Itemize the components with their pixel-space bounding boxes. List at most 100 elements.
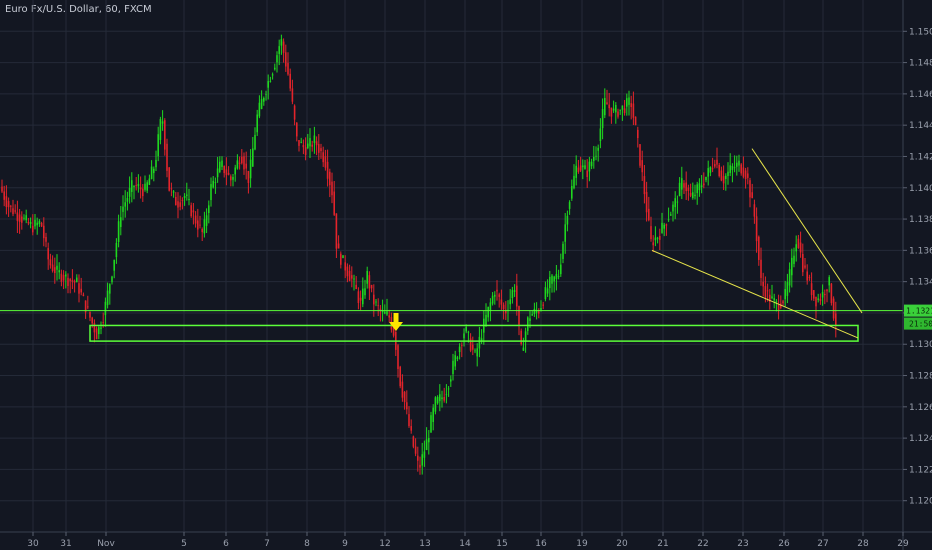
candle-body xyxy=(280,39,283,46)
candle-body xyxy=(401,381,404,398)
grid xyxy=(0,0,904,532)
candle-body xyxy=(146,182,148,191)
support-zone-box[interactable] xyxy=(89,324,859,342)
candle-body xyxy=(170,188,173,190)
candle-body xyxy=(439,394,441,402)
candle-body xyxy=(804,265,806,268)
candle-body xyxy=(56,265,58,270)
candle-body xyxy=(604,97,606,116)
candle-body xyxy=(192,210,195,213)
candle-body xyxy=(784,289,786,300)
wedge-lower-trendline[interactable] xyxy=(651,249,859,339)
price-tick-label: 1.12600 xyxy=(909,403,932,413)
candle-body xyxy=(159,119,162,140)
candle-body xyxy=(3,191,5,200)
candle-body xyxy=(135,185,137,187)
candle-body xyxy=(659,235,661,240)
candle-body xyxy=(221,160,223,167)
time-tick-label: 21 xyxy=(657,539,668,549)
time-tick-label: 8 xyxy=(304,539,310,549)
candle-body xyxy=(65,274,67,277)
candle-body xyxy=(254,134,256,150)
candle-body xyxy=(366,270,368,284)
time-axis[interactable]: 30 31 Nov 5 6 7 8 9 12 13 14 15 16 19 20 21 22 23 26 27 28 29 xyxy=(0,531,932,549)
candle-body xyxy=(23,217,25,219)
candle-body xyxy=(278,46,280,54)
candle-body xyxy=(434,397,437,412)
candle-body xyxy=(824,293,826,296)
candle-body xyxy=(652,242,654,246)
candle-body xyxy=(34,219,36,227)
candle-body xyxy=(155,159,157,168)
candle-body xyxy=(340,253,342,265)
candle-body xyxy=(744,170,747,179)
time-tick-label: 31 xyxy=(60,539,71,549)
candle-body xyxy=(249,159,252,179)
candle-body xyxy=(311,144,313,147)
candle-body xyxy=(617,111,619,117)
candle-body xyxy=(788,269,791,286)
candle-body xyxy=(615,104,617,113)
candle-body xyxy=(432,407,434,423)
candle-body xyxy=(175,196,177,206)
candle-body xyxy=(751,192,753,199)
candle-body xyxy=(516,285,518,307)
candle-body xyxy=(654,237,657,241)
candle-body xyxy=(289,73,291,89)
candle-body xyxy=(40,222,43,227)
candle-body xyxy=(258,102,261,117)
arrow-down-icon[interactable] xyxy=(389,313,403,331)
candle-body xyxy=(678,182,681,197)
candle-body xyxy=(285,52,287,67)
candle-body xyxy=(117,221,120,243)
candle-body xyxy=(346,266,349,277)
candle-body xyxy=(428,438,430,443)
candle-body xyxy=(621,105,624,110)
candle-body xyxy=(403,391,406,403)
candle-body xyxy=(71,280,74,282)
candle-body xyxy=(707,168,709,177)
time-tick-label: 27 xyxy=(817,539,828,549)
candle-body xyxy=(142,188,144,197)
candle-body xyxy=(194,215,197,224)
candle-body xyxy=(32,225,34,233)
candle-body xyxy=(540,307,542,310)
candle-body xyxy=(421,454,423,466)
candle-body xyxy=(102,322,104,323)
candle-body xyxy=(747,173,749,178)
candle-body xyxy=(674,198,676,208)
candle-body xyxy=(104,301,107,316)
price-axis[interactable]: 1.15000 1.14800 1.14600 1.14400 1.14200 1.140… xyxy=(902,0,932,550)
candle-body xyxy=(168,167,170,191)
candle-body xyxy=(122,206,124,212)
candle-body xyxy=(313,135,316,143)
candle-body xyxy=(709,167,712,173)
candle-body xyxy=(498,294,500,297)
candle-body xyxy=(555,274,558,279)
candle-body xyxy=(612,108,615,111)
candle-body xyxy=(590,161,593,167)
candle-body xyxy=(425,439,428,451)
candle-body xyxy=(762,281,764,287)
arrow-down-icon-shape xyxy=(389,313,403,331)
candle-body xyxy=(381,310,384,313)
candle-body xyxy=(7,201,10,208)
candle-body xyxy=(414,446,417,454)
candle-body xyxy=(238,162,241,164)
candle-body xyxy=(373,294,375,305)
candle-body xyxy=(529,318,531,322)
wedge-upper-trendline[interactable] xyxy=(751,148,863,314)
current-price-badge: 1.13215 xyxy=(904,304,932,317)
candle-body xyxy=(232,177,234,180)
candle-body xyxy=(546,288,549,294)
chart-title: Euro Fx/U.S. Dollar, 60, FXCM xyxy=(5,4,152,15)
candle-body xyxy=(509,299,511,305)
candle-body xyxy=(639,144,641,166)
price-tick-label: 1.15000 xyxy=(909,27,932,37)
candle-body xyxy=(810,283,813,295)
drawings[interactable] xyxy=(0,148,903,342)
candle-body xyxy=(67,277,69,286)
candle-body xyxy=(606,102,608,105)
countdown-badge: 21:50 xyxy=(904,317,932,330)
